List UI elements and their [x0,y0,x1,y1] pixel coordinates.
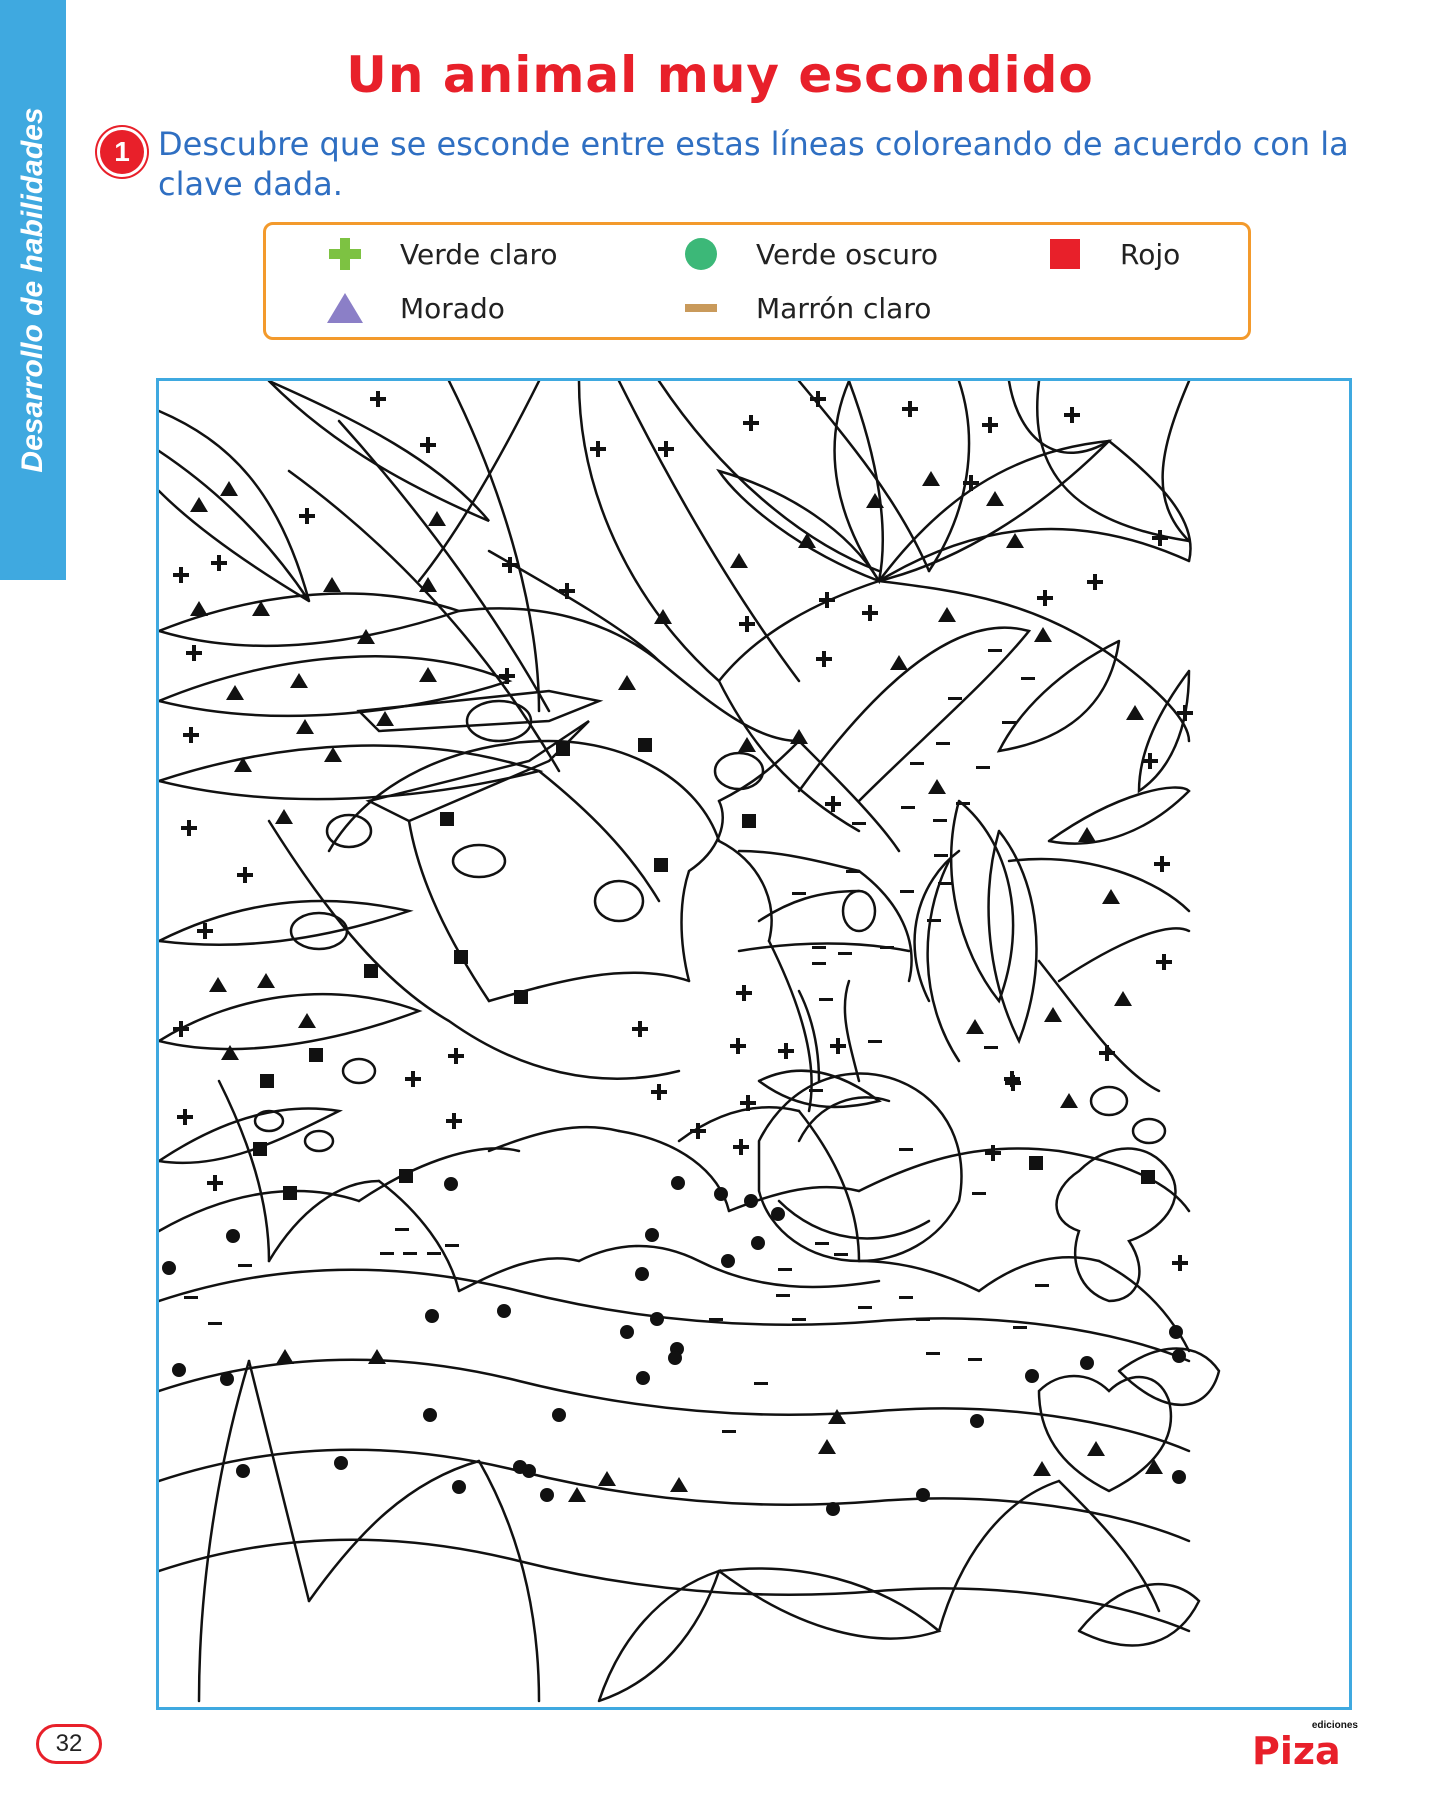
legend-label: Morado [400,291,505,325]
hidden-animal-coloring-puzzle [156,378,1352,1710]
dash-icon [680,287,722,329]
legend-label: Verde claro [400,237,558,271]
triangle-marks [190,471,1163,1502]
legend-item-morado: Morado [324,287,505,329]
square-icon [1044,233,1086,275]
plus-marks [173,391,1193,1271]
legend-label: Rojo [1120,237,1181,271]
square-marks [253,738,1155,1200]
legend-item-verde-oscuro: Verde oscuro [680,233,938,275]
publisher-logo: ediciones Piza [1250,1718,1360,1773]
publisher-name: Piza [1252,1729,1341,1770]
page-number: 32 [36,1724,102,1764]
legend-label: Verde oscuro [756,237,939,271]
coloring-line-art [159,381,1221,1703]
dot-marks [162,1176,1186,1516]
question-number-badge: 1 [100,130,144,174]
question-instruction: Descubre que se esconde entre estas líne… [158,125,1349,203]
triangle-icon [324,287,366,329]
plus-icon [324,233,366,275]
side-tab-label: Desarrollo de habilidades [16,107,49,473]
color-key-legend: Verde claro Verde oscuro Rojo Morado Mar… [263,222,1251,340]
side-tab [0,0,66,580]
side-tab-tip [0,560,66,580]
legend-item-rojo: Rojo [1044,233,1180,275]
page-title: Un animal muy escondido [346,46,1094,104]
dash-marks [184,649,1049,1433]
legend-item-verde-claro: Verde claro [324,233,558,275]
circle-icon [680,233,722,275]
publisher-small-text: ediciones [1312,1720,1359,1731]
legend-label: Marrón claro [756,291,932,325]
legend-item-marron-claro: Marrón claro [680,287,931,329]
